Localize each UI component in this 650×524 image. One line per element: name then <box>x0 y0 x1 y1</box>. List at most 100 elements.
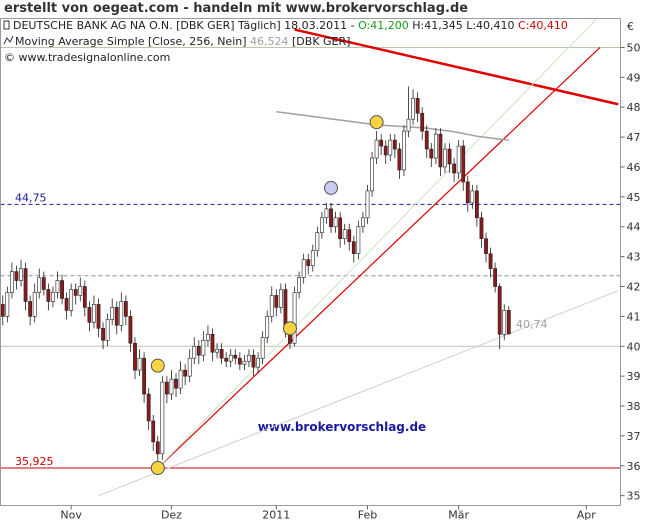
high-value: H:41,345 <box>412 19 462 32</box>
candle-body <box>151 420 156 443</box>
candle-body <box>251 354 256 368</box>
x-tick-label: Mär <box>448 509 469 521</box>
candle-body <box>237 357 242 365</box>
candle-body <box>110 307 115 320</box>
candle-body <box>402 130 406 171</box>
x-tick-label: Feb <box>358 509 377 521</box>
marker <box>324 180 339 195</box>
candle-body <box>28 301 33 317</box>
candle-body <box>215 348 219 353</box>
marker <box>150 358 165 373</box>
candle-body <box>497 286 502 335</box>
candle-body <box>233 354 238 359</box>
trendline <box>157 47 601 469</box>
candle-body <box>128 316 133 344</box>
instrument: DEUTSCHE BANK AG NA O.N. [DBK GER] Tägli… <box>13 19 355 32</box>
indicator-symbol: [DBK GER] <box>292 35 350 48</box>
y-tick-label: 39 <box>627 370 641 383</box>
candle-body <box>461 145 466 183</box>
candle-body <box>465 181 470 204</box>
candle-body <box>456 145 461 174</box>
candle-body <box>310 250 315 266</box>
candle-body <box>224 357 229 362</box>
y-tick-label: 47 <box>627 131 641 144</box>
candle-body <box>488 253 493 269</box>
y-tick-label: 40 <box>627 340 641 353</box>
candle-body <box>479 217 484 239</box>
candle-body <box>433 133 438 159</box>
ma-icon <box>3 35 14 45</box>
candle-body <box>397 148 402 171</box>
y-tick-label: 48 <box>627 101 641 114</box>
legend-line-2: Moving Average Simple [Close, 256, Nein]… <box>15 35 350 48</box>
candle-body <box>388 139 393 156</box>
candle-body <box>361 217 365 228</box>
y-tick-label: 45 <box>627 191 641 204</box>
candle-icon <box>3 20 10 30</box>
candle-body <box>1 304 5 317</box>
moving-average <box>276 110 509 141</box>
candle-body <box>247 354 251 362</box>
y-tick-label: 36 <box>627 460 641 473</box>
candle-body <box>370 157 374 192</box>
candle-body <box>474 190 479 219</box>
candle-body <box>365 190 370 219</box>
candle-body <box>356 226 361 254</box>
candle-body <box>306 259 311 266</box>
candle-body <box>101 328 105 341</box>
x-tick-label: Dez <box>161 509 182 521</box>
watermark: www.brokervorschlag.de <box>258 420 426 434</box>
candle-body <box>174 378 178 389</box>
candle-body <box>105 319 110 341</box>
legend: DEUTSCHE BANK AG NA O.N. [DBK GER] Tägli… <box>3 19 568 64</box>
candle-body <box>297 277 302 293</box>
candle-body <box>447 148 452 165</box>
open-value: O:41,200 <box>358 19 409 32</box>
candle-body <box>51 292 55 302</box>
candle-body <box>5 292 10 317</box>
y-tick-label: 50 <box>627 41 641 54</box>
marker <box>369 115 384 130</box>
candle-body <box>87 307 92 323</box>
x-tick-label: Apr <box>577 509 597 521</box>
candle-body <box>64 298 69 311</box>
plot-area: 44,75 35,925 www.brokervorschlag.de 40,74 <box>1 19 620 497</box>
candle-body <box>14 271 19 281</box>
candle-body <box>506 310 511 335</box>
level-label: 44,75 <box>15 191 47 204</box>
candle-body <box>278 289 283 308</box>
y-tick-label: 49 <box>627 71 641 84</box>
candle-body <box>219 348 224 359</box>
candle-body <box>342 229 347 239</box>
candle-body <box>210 334 215 353</box>
marker <box>282 321 297 336</box>
candle-body <box>114 307 119 326</box>
candle-body <box>160 381 165 455</box>
trendline <box>157 19 598 469</box>
candle-body <box>429 148 434 159</box>
indicator-value: 46,524 <box>250 35 289 48</box>
candle-body <box>60 280 64 299</box>
y-tick-label: 37 <box>627 430 641 443</box>
annotation-label: 40,74 <box>516 318 548 331</box>
candle-body <box>347 229 352 242</box>
candle-body <box>123 301 128 317</box>
candle-body <box>338 217 343 239</box>
candle-body <box>415 97 420 114</box>
low-value: L:40,410 <box>466 19 514 32</box>
candle-body <box>201 339 206 356</box>
candle-body <box>452 163 457 174</box>
candle-body <box>23 268 28 302</box>
candle-body <box>274 295 279 308</box>
x-tick-label: 2011 <box>262 509 290 521</box>
candle-body <box>169 378 174 395</box>
page-title: erstellt von oegeat.com - handeln mit ww… <box>4 1 468 16</box>
legend-line-1: DEUTSCHE BANK AG NA O.N. [DBK GER] Tägli… <box>13 19 568 32</box>
candle-body <box>315 232 320 251</box>
currency: € <box>627 20 634 33</box>
y-tick-label: 42 <box>627 280 641 293</box>
y-tick-label: 38 <box>627 400 641 413</box>
candle-body <box>146 393 151 422</box>
candle-body <box>155 441 160 455</box>
